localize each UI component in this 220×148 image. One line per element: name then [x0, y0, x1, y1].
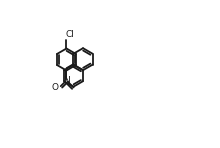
Text: O: O: [52, 83, 59, 92]
Text: Cl: Cl: [66, 30, 75, 39]
Text: N: N: [63, 76, 70, 85]
